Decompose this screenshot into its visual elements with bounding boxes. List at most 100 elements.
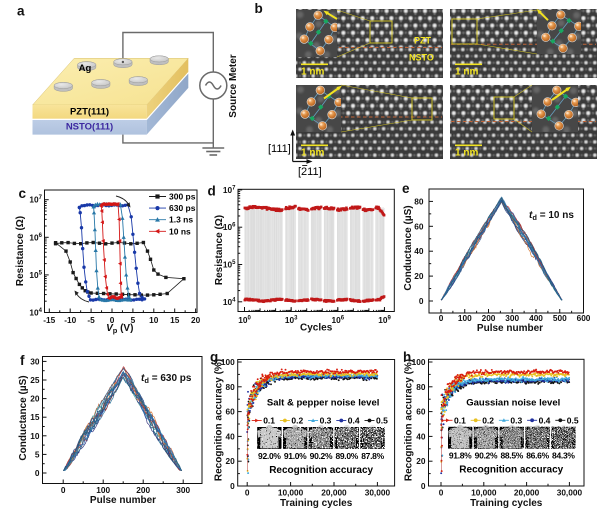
svg-text:0.2: 0.2 xyxy=(482,415,494,425)
svg-text:0: 0 xyxy=(421,481,426,491)
svg-text:0: 0 xyxy=(245,488,250,498)
svg-text:20: 20 xyxy=(416,456,426,466)
svg-text:Cycles: Cycles xyxy=(300,323,333,334)
svg-text:106: 106 xyxy=(223,222,236,232)
svg-text:NSTO(111): NSTO(111) xyxy=(66,122,113,133)
svg-text:40: 40 xyxy=(414,246,424,256)
svg-text:PZT(111): PZT(111) xyxy=(70,107,109,118)
svg-text:td = 10 ns: td = 10 ns xyxy=(529,210,574,222)
svg-text:Recognition accuracy: Recognition accuracy xyxy=(459,465,563,476)
svg-text:10: 10 xyxy=(149,315,159,325)
svg-text:91.8%: 91.8% xyxy=(449,451,472,461)
svg-text:90.2%: 90.2% xyxy=(475,451,498,461)
svg-text:100: 100 xyxy=(96,485,110,495)
svg-text:0.3: 0.3 xyxy=(320,416,332,426)
svg-text:30,000: 30,000 xyxy=(365,488,391,498)
svg-text:0: 0 xyxy=(110,315,115,325)
svg-text:1 nm: 1 nm xyxy=(455,148,478,159)
svg-text:0: 0 xyxy=(35,468,40,478)
svg-text:86.6%: 86.6% xyxy=(526,451,549,461)
svg-text:89.0%: 89.0% xyxy=(335,451,358,461)
svg-text:10 ns: 10 ns xyxy=(169,226,191,236)
svg-text:30,000: 30,000 xyxy=(557,488,583,498)
svg-text:91.0%: 91.0% xyxy=(284,451,307,461)
svg-text:Ag: Ag xyxy=(79,63,92,74)
svg-text:20: 20 xyxy=(30,394,40,404)
svg-text:Vp (V): Vp (V) xyxy=(106,323,133,335)
svg-text:100: 100 xyxy=(238,315,251,325)
svg-text:30: 30 xyxy=(30,356,40,366)
svg-text:1 nm: 1 nm xyxy=(301,67,324,78)
svg-text:0.4: 0.4 xyxy=(348,416,360,426)
svg-text:106: 106 xyxy=(332,315,345,325)
svg-text:Pulse number: Pulse number xyxy=(477,323,543,334)
svg-text:Conductance (µS): Conductance (µS) xyxy=(403,205,414,290)
svg-text:92.0%: 92.0% xyxy=(258,451,281,461)
svg-text:600: 600 xyxy=(577,313,591,323)
svg-text:-15: -15 xyxy=(43,315,55,325)
svg-text:h: h xyxy=(403,350,411,365)
svg-text:10,000: 10,000 xyxy=(278,488,304,498)
svg-text:100: 100 xyxy=(221,357,235,367)
svg-text:100: 100 xyxy=(458,313,472,323)
svg-text:40: 40 xyxy=(225,431,235,441)
svg-text:20,000: 20,000 xyxy=(514,488,540,498)
svg-text:Source Meter: Source Meter xyxy=(228,54,239,117)
svg-text:105: 105 xyxy=(223,260,236,270)
svg-text:[111]: [111] xyxy=(268,143,291,155)
svg-text:0.5: 0.5 xyxy=(567,415,579,425)
svg-text:105: 105 xyxy=(29,270,42,280)
svg-text:e: e xyxy=(402,181,410,196)
svg-text:20,000: 20,000 xyxy=(321,488,347,498)
svg-text:200: 200 xyxy=(482,313,496,323)
svg-text:500: 500 xyxy=(553,313,567,323)
svg-text:0.4: 0.4 xyxy=(539,415,551,425)
svg-text:87.8%: 87.8% xyxy=(361,451,384,461)
svg-text:1.3 ns: 1.3 ns xyxy=(169,215,193,225)
svg-text:300 ps: 300 ps xyxy=(169,192,196,202)
svg-text:107: 107 xyxy=(223,185,236,195)
svg-text:g: g xyxy=(210,350,218,365)
svg-text:5: 5 xyxy=(131,315,136,325)
svg-text:b: b xyxy=(255,1,263,16)
svg-text:Training cycles: Training cycles xyxy=(470,498,543,509)
svg-text:88.5%: 88.5% xyxy=(500,451,523,461)
svg-text:20: 20 xyxy=(225,456,235,466)
svg-text:0: 0 xyxy=(439,488,444,498)
svg-text:106: 106 xyxy=(29,232,42,242)
svg-text:25: 25 xyxy=(30,375,40,385)
svg-text:200: 200 xyxy=(136,485,150,495)
svg-text:0.1: 0.1 xyxy=(454,415,466,425)
svg-text:Recognition accuracy (%): Recognition accuracy (%) xyxy=(214,359,225,481)
svg-text:Pulse number: Pulse number xyxy=(90,495,156,506)
svg-text:Recognition accuracy (%): Recognition accuracy (%) xyxy=(404,359,415,481)
svg-text:Gaussian noise level: Gaussian noise level xyxy=(466,397,560,408)
svg-text:60: 60 xyxy=(225,407,235,417)
svg-text:0: 0 xyxy=(230,481,235,491)
svg-text:80: 80 xyxy=(414,196,424,206)
svg-text:630 ps: 630 ps xyxy=(169,203,196,213)
svg-text:Conductance (µS): Conductance (µS) xyxy=(18,375,29,460)
svg-text:0.1: 0.1 xyxy=(263,416,275,426)
svg-text:104: 104 xyxy=(29,308,42,318)
svg-text:0: 0 xyxy=(439,313,444,323)
svg-text:40: 40 xyxy=(416,431,426,441)
svg-text:f: f xyxy=(20,353,25,368)
svg-text:PZT: PZT xyxy=(414,36,432,46)
svg-text:1 nm: 1 nm xyxy=(455,67,478,78)
svg-text:d: d xyxy=(208,184,216,199)
svg-text:Resistance (Ω): Resistance (Ω) xyxy=(15,216,26,286)
svg-text:1 nm: 1 nm xyxy=(301,148,324,159)
svg-text:80: 80 xyxy=(225,382,235,392)
svg-text:0: 0 xyxy=(61,485,66,495)
svg-text:104: 104 xyxy=(223,297,236,307)
svg-text:Salt & pepper noise level: Salt & pepper noise level xyxy=(267,398,379,409)
svg-text:Recognition accuracy: Recognition accuracy xyxy=(269,465,373,476)
svg-text:c: c xyxy=(19,186,27,201)
svg-text:15: 15 xyxy=(30,412,40,422)
svg-text:84.3%: 84.3% xyxy=(552,451,575,461)
svg-text:Training cycles: Training cycles xyxy=(280,498,353,509)
svg-text:60: 60 xyxy=(416,407,426,417)
svg-text:a: a xyxy=(17,4,25,19)
svg-text:90.2%: 90.2% xyxy=(310,451,333,461)
